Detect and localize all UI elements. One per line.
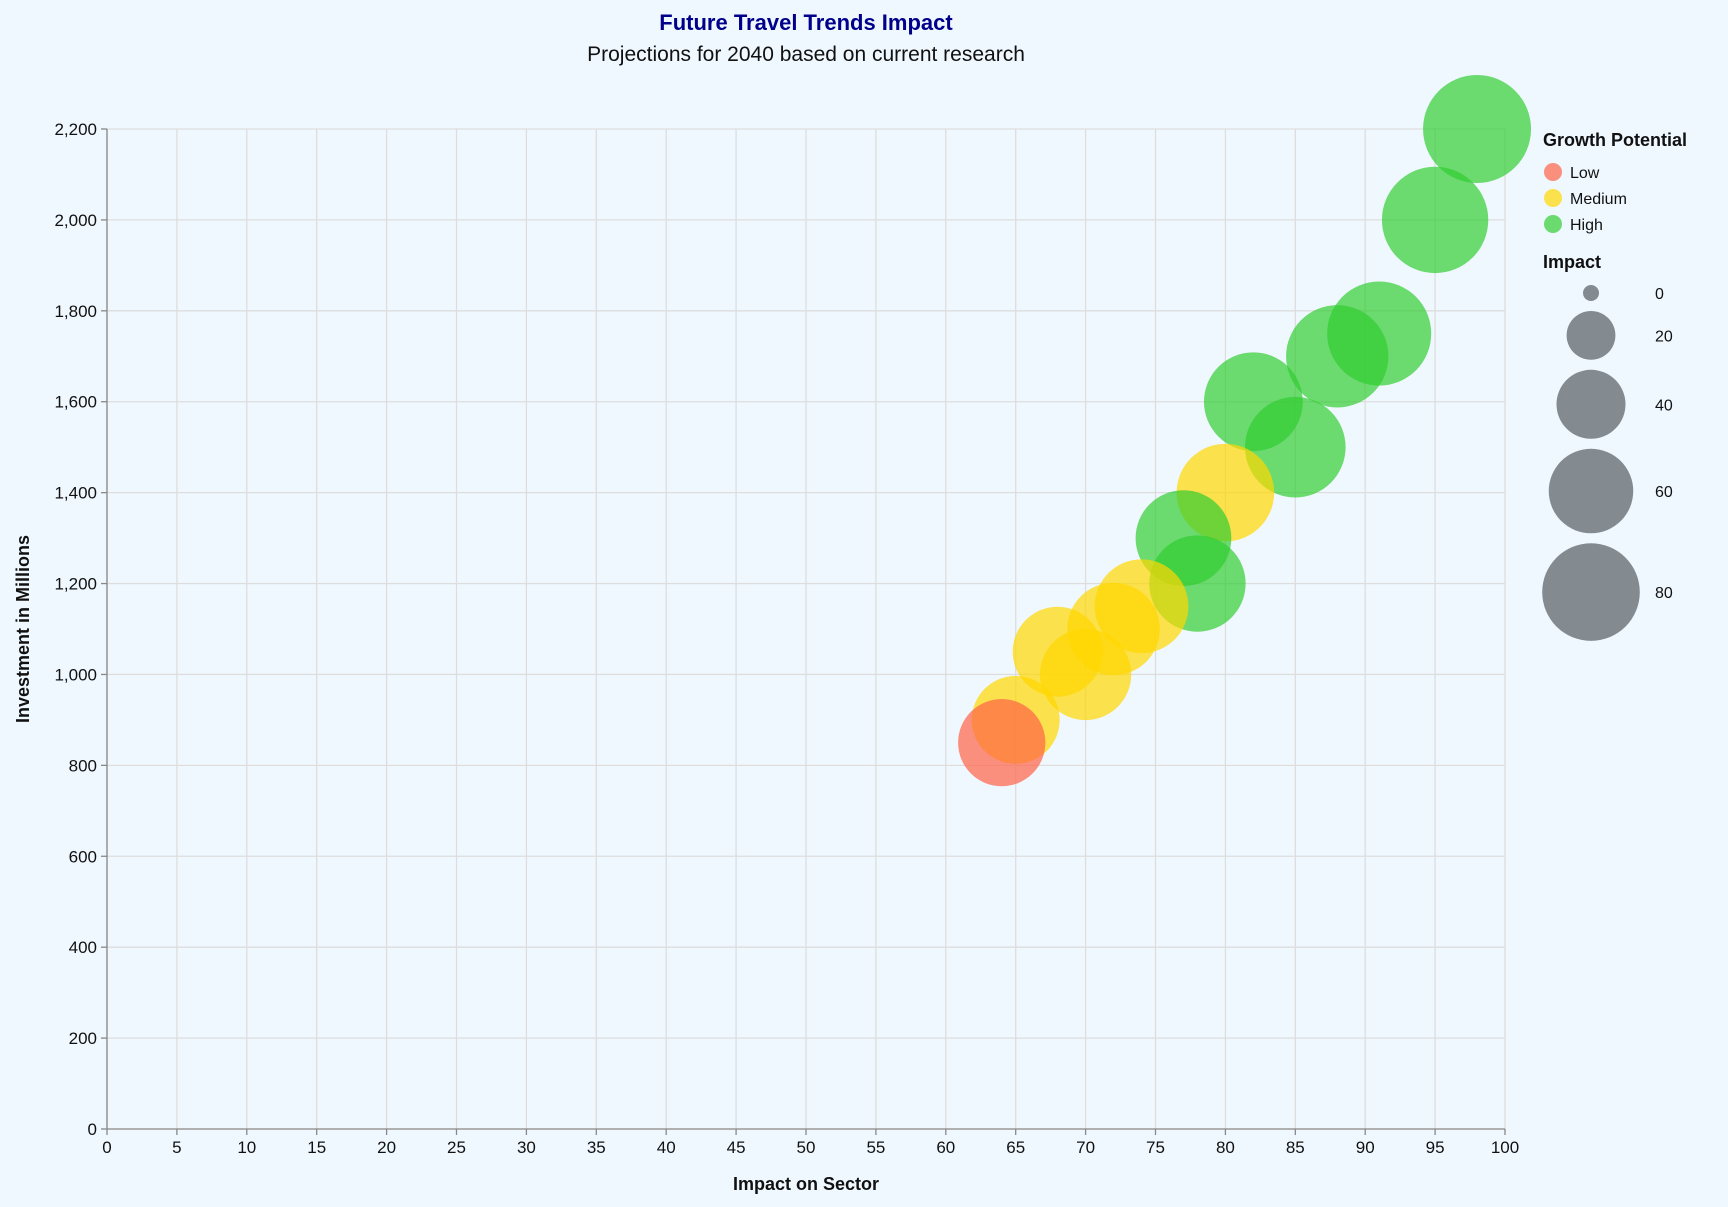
y-tick-label: 1,000 bbox=[54, 665, 97, 684]
size-legend-symbol bbox=[1583, 285, 1599, 301]
x-tick-label: 90 bbox=[1356, 1138, 1375, 1157]
chart-title: Future Travel Trends Impact bbox=[659, 10, 953, 35]
size-legend-label: 0 bbox=[1655, 286, 1664, 303]
x-tick-label: 30 bbox=[517, 1138, 536, 1157]
size-legend-label: 80 bbox=[1655, 585, 1673, 602]
x-tick-label: 75 bbox=[1146, 1138, 1165, 1157]
x-tick-label: 85 bbox=[1286, 1138, 1305, 1157]
chart-subtitle: Projections for 2040 based on current re… bbox=[587, 43, 1025, 66]
x-tick-label: 15 bbox=[307, 1138, 326, 1157]
x-axis-title: Impact on Sector bbox=[733, 1174, 879, 1194]
y-tick-label: 600 bbox=[69, 847, 97, 866]
bubble-point[interactable] bbox=[1381, 166, 1489, 274]
bubble-point[interactable] bbox=[1245, 396, 1346, 498]
grid bbox=[106, 128, 1506, 1130]
x-tick-label: 5 bbox=[172, 1138, 181, 1157]
x-tick-label: 35 bbox=[587, 1138, 606, 1157]
color-legend-title: Growth Potential bbox=[1543, 130, 1687, 150]
x-tick-label: 10 bbox=[237, 1138, 256, 1157]
y-tick-label: 1,200 bbox=[54, 575, 97, 594]
size-legend-label: 20 bbox=[1655, 328, 1673, 345]
size-legend-title: Impact bbox=[1543, 252, 1601, 272]
x-tick-label: 50 bbox=[797, 1138, 816, 1157]
x-tick-label: 25 bbox=[447, 1138, 466, 1157]
size-legend-label: 40 bbox=[1655, 397, 1673, 414]
x-tick-label: 60 bbox=[936, 1138, 955, 1157]
x-tick-label: 55 bbox=[866, 1138, 885, 1157]
y-tick-label: 800 bbox=[69, 756, 97, 775]
bubble-point[interactable] bbox=[1039, 628, 1132, 721]
y-tick-label: 1,600 bbox=[54, 393, 97, 412]
y-tick-label: 0 bbox=[88, 1120, 97, 1139]
y-tick-label: 1,800 bbox=[54, 302, 97, 321]
legend-swatch-high bbox=[1544, 215, 1562, 233]
legend-label-low: Low bbox=[1570, 165, 1600, 182]
x-tick-label: 80 bbox=[1216, 1138, 1235, 1157]
size-legend-symbol bbox=[1548, 448, 1634, 534]
bubble-point[interactable] bbox=[1423, 75, 1532, 183]
y-tick-label: 1,400 bbox=[54, 484, 97, 503]
bubble-point[interactable] bbox=[1286, 305, 1389, 408]
legend: Growth Potential Low Medium High Impact 0 20 40… bbox=[1542, 130, 1687, 641]
x-tick-label: 100 bbox=[1491, 1138, 1519, 1157]
y-tick-label: 2,200 bbox=[54, 120, 97, 139]
size-legend-symbol bbox=[1542, 543, 1640, 641]
axes: 0 5 10 15 20 25 30 35 40 45 50 55 60 65 70 75 80 85 90 95 10… bbox=[54, 120, 1519, 1157]
y-axis-title: Investment in Millions bbox=[13, 535, 33, 723]
x-tick-label: 40 bbox=[657, 1138, 676, 1157]
legend-label-medium: Medium bbox=[1570, 191, 1627, 208]
y-tick-label: 2,000 bbox=[54, 211, 97, 230]
y-tick-label: 200 bbox=[69, 1029, 97, 1048]
x-tick-label: 95 bbox=[1426, 1138, 1445, 1157]
legend-swatch-medium bbox=[1544, 189, 1562, 207]
x-tick-label: 70 bbox=[1076, 1138, 1095, 1157]
legend-swatch-low bbox=[1544, 163, 1562, 181]
size-legend-symbol bbox=[1556, 369, 1626, 439]
x-tick-label: 0 bbox=[102, 1138, 111, 1157]
x-tick-label: 65 bbox=[1006, 1138, 1025, 1157]
legend-label-high: High bbox=[1570, 217, 1603, 234]
y-tick-label: 400 bbox=[69, 938, 97, 957]
bubble-point[interactable] bbox=[958, 698, 1046, 787]
x-tick-label: 45 bbox=[727, 1138, 746, 1157]
size-legend-symbol bbox=[1566, 311, 1616, 360]
data-points bbox=[958, 75, 1532, 787]
x-tick-label: 20 bbox=[377, 1138, 396, 1157]
size-legend-label: 60 bbox=[1655, 484, 1673, 501]
